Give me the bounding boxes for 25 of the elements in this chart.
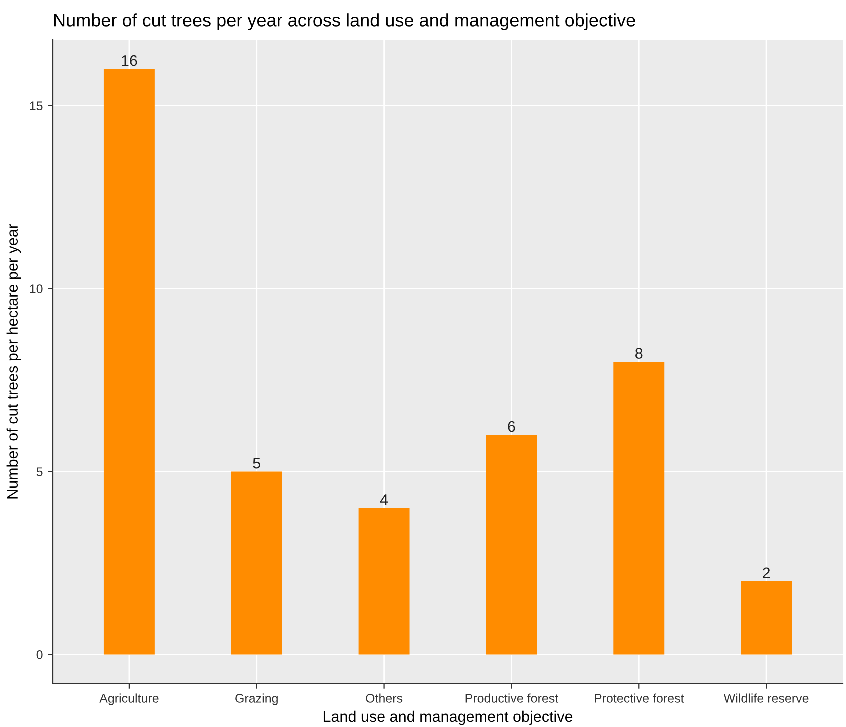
x-tick-label: Others	[366, 694, 403, 703]
bar	[614, 362, 665, 655]
bar	[741, 582, 792, 655]
x-tick-label: Grazing	[236, 694, 278, 706]
data-label: 8	[636, 348, 643, 359]
data-label: 2	[763, 568, 770, 578]
bar	[486, 435, 538, 655]
data-label: 16	[122, 55, 138, 66]
data-label: 5	[253, 458, 260, 469]
data-label: 6	[508, 421, 516, 432]
x-axis-title: Land use and management objective	[324, 710, 573, 726]
bar	[358, 508, 410, 655]
bar	[104, 69, 155, 655]
x-tick-label: Productive forest	[466, 694, 559, 703]
y-tick-label: 15	[30, 102, 43, 111]
x-tick-label: Wildlife reserve	[724, 694, 809, 703]
x-tick-label: Agriculture	[100, 694, 159, 706]
bar	[231, 472, 282, 655]
data-label: 4	[380, 494, 388, 506]
y-tick-label: 10	[30, 284, 43, 294]
y-tick-label: 0	[36, 650, 43, 660]
y-tick-label: 5	[36, 468, 43, 476]
x-tick-label: Protective forest	[595, 694, 684, 703]
y-axis-title: Number of cut trees per hectare per year	[6, 224, 22, 499]
chart-title: Number of cut trees per year across land use and management objective	[54, 14, 636, 30]
